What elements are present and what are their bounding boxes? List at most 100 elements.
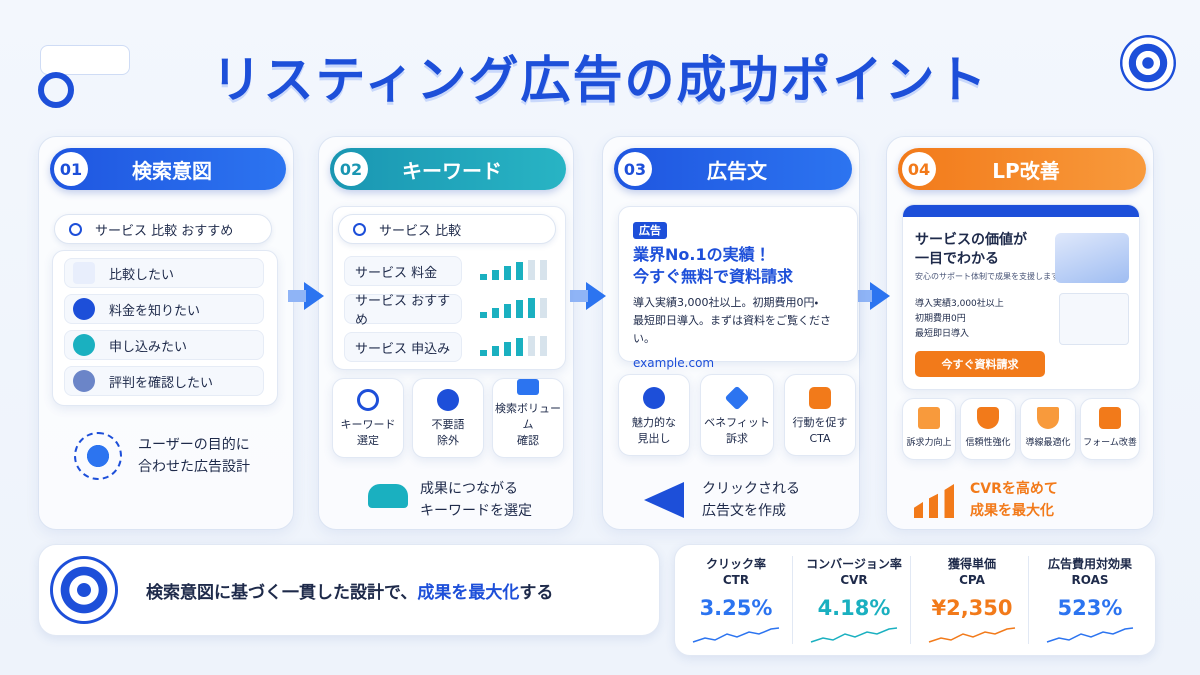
lp-headline: サービスの価値が 一目でわかる [915, 231, 1027, 269]
intent-row: 申し込みたい [64, 330, 264, 360]
decoration [480, 350, 487, 356]
feature-line: ベネフィット [704, 416, 770, 429]
decoration [480, 312, 487, 318]
intent: 評判を確認したい [109, 375, 214, 391]
decoration [540, 260, 547, 280]
icon [73, 370, 95, 392]
deco-window [40, 45, 130, 75]
feature-card: ベネフィット 訴求 [700, 374, 774, 456]
decoration [528, 260, 535, 280]
icon [73, 334, 95, 356]
icon [73, 262, 95, 284]
ad-headline: 業界No.1の実績！ 今すぐ無料で資料請求 [633, 244, 843, 288]
feature-line: 行動を促す [792, 416, 848, 429]
search-bar: サービス 比較 [338, 214, 556, 244]
window-bar [903, 205, 1139, 217]
action-card: 検索ボリューム 確認 [492, 378, 564, 458]
metric: コンバージョン率 CVR 4.18% [798, 556, 910, 650]
footer-line: 広告文を作成 [702, 503, 786, 519]
footer-line: CVRを高めて [970, 481, 1058, 497]
step-header: 02 キーワード [330, 148, 566, 190]
decoration [918, 407, 940, 429]
volume-bars [480, 258, 550, 280]
feature-line: 見出し [637, 432, 671, 445]
ad-card: 広告 業界No.1の実績！ 今すぐ無料で資料請求 導入実績3,000社以上。初期費… [618, 206, 858, 370]
lp-window: サービスの価値が 一目でわかる 安心のサポート体制で成果を支援します 導入実績3,… [902, 204, 1140, 390]
decoration [492, 308, 499, 318]
headline-line: サービスの価値が [915, 232, 1027, 248]
lp-sub: 安心のサポート体制で成果を支援します [915, 272, 1059, 281]
decoration [540, 336, 547, 356]
metric-label: クリック率 [705, 557, 766, 571]
action-line: キーワード [340, 418, 396, 431]
deco-target [1120, 35, 1176, 91]
intent: 比較したい [109, 267, 175, 283]
volume-bars [480, 296, 550, 318]
step-footer: ユーザーの目的に 合わせた広告設計 [138, 434, 250, 478]
action-card: 不要語 除外 [412, 378, 484, 458]
action-line: 検索ボリューム [495, 402, 561, 431]
decoration [809, 387, 831, 409]
target-icon [50, 556, 118, 624]
intent: 料金を知りたい [109, 303, 201, 319]
decoration [504, 266, 511, 280]
footer-line: 成果につながる [420, 481, 518, 497]
step-number: 03 [618, 152, 652, 186]
keyword: サービス おすすめ [344, 294, 462, 328]
decoration [516, 338, 523, 356]
deco-magnifier [38, 72, 74, 108]
feature-line: 訴求 [726, 432, 748, 445]
decoration [517, 379, 539, 395]
sparkline-path [1046, 627, 1134, 643]
check-item: 初期費用0円 [915, 314, 966, 324]
decoration [516, 262, 523, 280]
feature-line: 魅力的な [632, 416, 676, 429]
description-line: 導入実績3,000社以上。初期費用0円・ [633, 296, 819, 309]
cta-button[interactable]: 今すぐ資料請求 [915, 351, 1045, 377]
metric-value: 4.18% [817, 596, 891, 620]
summary-highlight: 成果を最大化 [417, 583, 520, 603]
step-number: 01 [54, 152, 88, 186]
metric-label: 広告費用対効果 [1047, 557, 1132, 571]
action-line: 除外 [437, 434, 459, 447]
description-line: 最短即日導入。まずは資料をご覧ください。 [633, 314, 831, 345]
summary-part: する [519, 583, 554, 603]
metric-value: 3.25% [699, 596, 773, 620]
decoration [357, 389, 379, 411]
decoration [504, 304, 511, 318]
ad-url: example.com [633, 356, 715, 370]
step-title: キーワード [402, 158, 502, 183]
summary-part: 検索意図に基づく一貫した設計で、 [146, 583, 418, 603]
metric-abbr: CTR [722, 573, 750, 587]
step-title: 広告文 [707, 158, 767, 183]
step-title: 検索意図 [132, 158, 212, 183]
sparkline [692, 627, 780, 643]
summary-text: 検索意図に基づく一貫した設計で、成果を最大化する [146, 578, 553, 603]
decoration [437, 389, 459, 411]
feature-line: 信頼性強化 [965, 438, 1011, 448]
megaphone-icon [644, 482, 684, 518]
metric-abbr: CPA [959, 573, 985, 587]
arrow [854, 282, 890, 310]
sparkline-path [810, 627, 898, 643]
summary-card [38, 544, 660, 636]
user-icon [74, 432, 122, 480]
keyword: サービス 料金 [344, 256, 462, 286]
decoration [1099, 407, 1121, 429]
step-header: 03 広告文 [614, 148, 852, 190]
action-line: 選定 [357, 434, 379, 447]
decoration [643, 387, 665, 409]
icon [73, 298, 95, 320]
arrow [570, 282, 606, 310]
metric-label: コンバージョン率 [806, 557, 902, 571]
intent-row: 料金を知りたい [64, 294, 264, 324]
decoration [492, 270, 499, 280]
decoration [540, 298, 547, 318]
decoration [492, 346, 499, 356]
sparkline [928, 627, 1016, 643]
metric: クリック率 CTR 3.25% [680, 556, 792, 650]
footer-line: クリックされる [702, 481, 800, 497]
lp-checks: 導入実績3,000社以上 初期費用0円 最短即日導入 [915, 297, 1004, 342]
feature-card: 導線最適化 [1020, 398, 1076, 460]
decoration [480, 274, 487, 280]
